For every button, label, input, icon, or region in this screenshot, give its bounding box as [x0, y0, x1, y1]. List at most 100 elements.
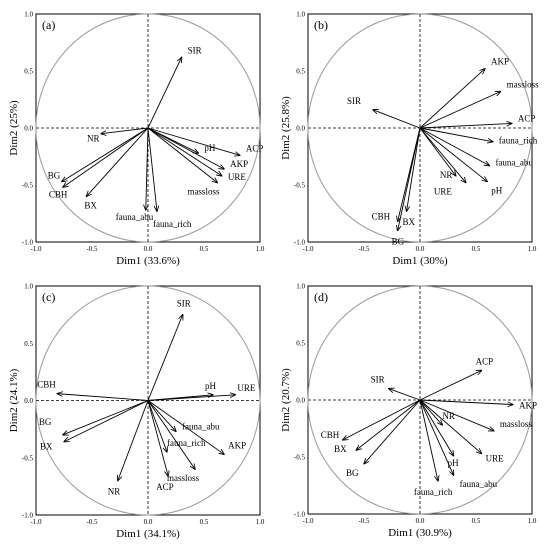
vector-arrow-pH	[419, 127, 487, 182]
vector-label-NR: NR	[108, 487, 121, 497]
vector-arrow-ACP	[147, 127, 240, 155]
vector-arrow-massloss	[419, 92, 501, 129]
y-tick-label: 0.5	[296, 340, 305, 348]
vector-label-ACP: ACP	[156, 482, 174, 492]
x-axis-label: Dim1 (30.9%)	[388, 527, 452, 539]
y-tick-label: 0.0	[296, 125, 305, 133]
vector-label-URE: URE	[228, 172, 247, 182]
vector-label-fauna_abu: fauna_abu	[495, 158, 533, 168]
x-tick-label: -1.0	[30, 518, 42, 526]
y-tick-label: 1.0	[24, 11, 33, 19]
vector-arrow-ACP	[147, 400, 168, 477]
vector-arrow-URE	[419, 127, 466, 183]
x-tick-label: -0.5	[86, 518, 98, 526]
vector-arrow-BG	[63, 400, 149, 435]
vector-label-BX: BX	[84, 200, 97, 210]
x-tick-label: -1.0	[302, 245, 314, 253]
panel-b: -1.0-1.0 -0.5 -0.5 0.0 0.0 0.5 0.5 1.0 1.0 Dim1 (…	[280, 11, 539, 268]
vector-label-massloss: massloss	[507, 80, 540, 90]
vector-arrow-NR	[118, 400, 149, 481]
vector-label-BX: BX	[403, 217, 416, 227]
vector-label-SIR: SIR	[188, 45, 202, 55]
panel-tag: (a)	[42, 18, 55, 32]
x-tick-label: -1.0	[302, 517, 314, 525]
vector-label-fauna_rich: fauna_rich	[167, 438, 206, 448]
y-tick-label: -1.0	[294, 239, 306, 247]
vector-label-ACP: ACP	[518, 113, 536, 123]
vector-arrow-BG	[398, 127, 421, 231]
y-tick-label: 0.5	[24, 68, 33, 76]
y-tick-label: 1.0	[296, 11, 305, 19]
vector-label-AKP: AKP	[228, 440, 246, 450]
x-tick-label: -1.0	[30, 245, 42, 253]
x-tick-label: 0.0	[416, 517, 425, 525]
vector-label-pH: pH	[204, 143, 216, 153]
vector-arrow-NR	[419, 399, 442, 425]
x-tick-label: 0.5	[472, 245, 481, 253]
vector-arrow-fauna_rich	[147, 127, 157, 211]
vector-label-BG: BG	[392, 237, 405, 247]
vector-arrow-fauna_rich	[419, 127, 493, 142]
vector-arrow-CBH	[57, 394, 149, 401]
y-tick-label: -1.0	[22, 239, 34, 247]
vector-label-CBH: CBH	[37, 380, 56, 390]
vector-arrow-pH	[419, 399, 454, 456]
y-tick-label: -0.5	[294, 454, 306, 462]
x-tick-label: -0.5	[358, 245, 370, 253]
vector-arrow-fauna_abu	[146, 127, 148, 210]
vector-label-NR: NR	[87, 134, 100, 144]
vector-arrow-SIR	[147, 315, 183, 401]
y-tick-label: -0.5	[294, 182, 306, 190]
vector-label-pH: pH	[205, 381, 217, 391]
vector-label-URE: URE	[486, 454, 505, 464]
x-tick-label: 0.0	[144, 245, 153, 253]
panel-d: -1.0-1.0 -0.5 -0.5 0.0 0.0 0.5 0.5 1.0 1.0 Dim1 (…	[280, 283, 537, 540]
x-tick-label: -0.5	[86, 245, 98, 253]
y-tick-label: 1.0	[24, 283, 33, 291]
y-tick-label: -1.0	[294, 511, 306, 519]
y-axis-label: Dim2 (20.7%)	[280, 368, 292, 432]
x-tick-label: -0.5	[358, 517, 370, 525]
vector-label-fauna_abu: fauna_abu	[116, 212, 154, 222]
vector-label-massloss: massloss	[187, 187, 220, 197]
vector-arrow-CBH	[63, 127, 149, 187]
y-axis-label: Dim2 (25.8%)	[280, 96, 292, 160]
vector-label-fauna_rich: fauna_rich	[499, 136, 538, 146]
vector-arrow-SIR	[389, 389, 421, 401]
x-tick-label: 1.0	[256, 518, 265, 526]
vector-arrow-BX	[86, 127, 149, 196]
panel-c: -1.0-1.0 -0.5 -0.5 0.0 0.0 0.5 0.5 1.0 1.0 Dim1 (…	[8, 283, 265, 541]
panel-a: -1.0-1.0 -0.5 -0.5 0.0 0.0 0.5 0.5 1.0 1.0 Dim1 (…	[8, 11, 265, 268]
vector-arrow-BX	[407, 127, 421, 211]
vector-label-AKP: AKP	[491, 57, 509, 67]
vector-arrow-fauna_abu	[419, 399, 454, 475]
x-tick-label: 0.0	[416, 245, 425, 253]
vector-arrow-massloss	[147, 127, 217, 183]
vector-label-SIR: SIR	[177, 299, 191, 309]
vector-label-ACP: ACP	[246, 143, 264, 153]
vector-label-NR: NR	[442, 411, 455, 421]
panel-tag: (b)	[314, 18, 328, 32]
vector-label-BX: BX	[334, 444, 347, 454]
vector-label-fauna_abu: fauna_abu	[182, 421, 220, 431]
vector-arrow-massloss	[419, 399, 494, 431]
vector-label-SIR: SIR	[347, 96, 361, 106]
vector-arrow-fauna_rich	[419, 399, 438, 481]
x-tick-label: 1.0	[528, 517, 537, 525]
vector-arrow-AKP	[147, 127, 224, 169]
vector-arrow-AKP	[419, 399, 513, 405]
y-tick-label: 0.0	[296, 397, 305, 405]
vector-arrow-URE	[147, 127, 222, 176]
y-tick-label: -0.5	[22, 454, 34, 462]
vector-label-BG: BG	[39, 417, 52, 427]
vector-arrow-BX	[356, 399, 421, 450]
vector-arrow-BG	[364, 399, 421, 464]
vector-label-CBH: CBH	[372, 211, 391, 221]
vector-arrow-SIR	[147, 57, 182, 129]
vector-label-fauna_rich: fauna_rich	[153, 219, 192, 229]
vector-arrow-ACP	[419, 370, 482, 401]
vector-arrow-NR	[101, 127, 149, 134]
vector-arrow-AKP	[419, 69, 485, 129]
vector-label-AKP: AKP	[519, 401, 537, 411]
